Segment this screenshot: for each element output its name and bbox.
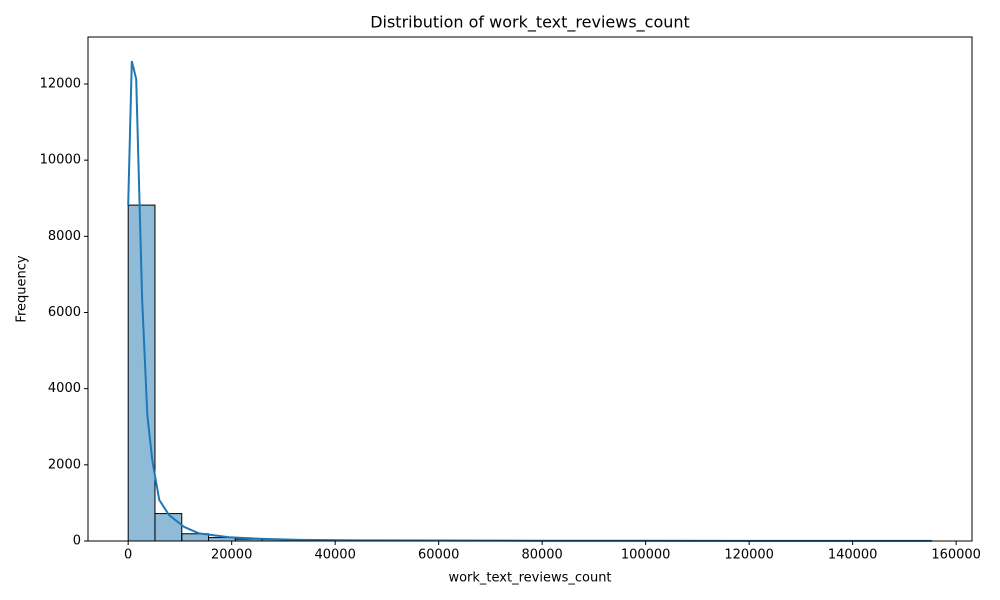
y-axis-label: Frequency <box>15 255 30 322</box>
y-tick-label: 0 <box>73 534 81 549</box>
x-tick-label: 140000 <box>828 548 878 563</box>
x-tick-label: 20000 <box>211 548 252 563</box>
chart-title: Distribution of work_text_reviews_count <box>370 13 690 33</box>
y-tick-label: 6000 <box>48 305 81 320</box>
x-tick-label: 40000 <box>314 548 355 563</box>
x-tick-label: 100000 <box>621 548 671 563</box>
y-tick-label: 10000 <box>40 153 81 168</box>
x-tick-label: 60000 <box>418 548 459 563</box>
x-tick-label: 0 <box>124 548 132 563</box>
x-tick-label: 160000 <box>931 548 981 563</box>
y-tick-label: 2000 <box>48 457 81 472</box>
x-axis-label: work_text_reviews_count <box>448 571 611 586</box>
y-tick-label: 4000 <box>48 381 81 396</box>
y-tick-label: 8000 <box>48 229 81 244</box>
bar <box>154 513 183 542</box>
x-tick-label: 80000 <box>521 548 562 563</box>
x-tick-label: 120000 <box>724 548 774 563</box>
plot-frame <box>87 36 973 542</box>
y-tick-label: 12000 <box>40 76 81 91</box>
